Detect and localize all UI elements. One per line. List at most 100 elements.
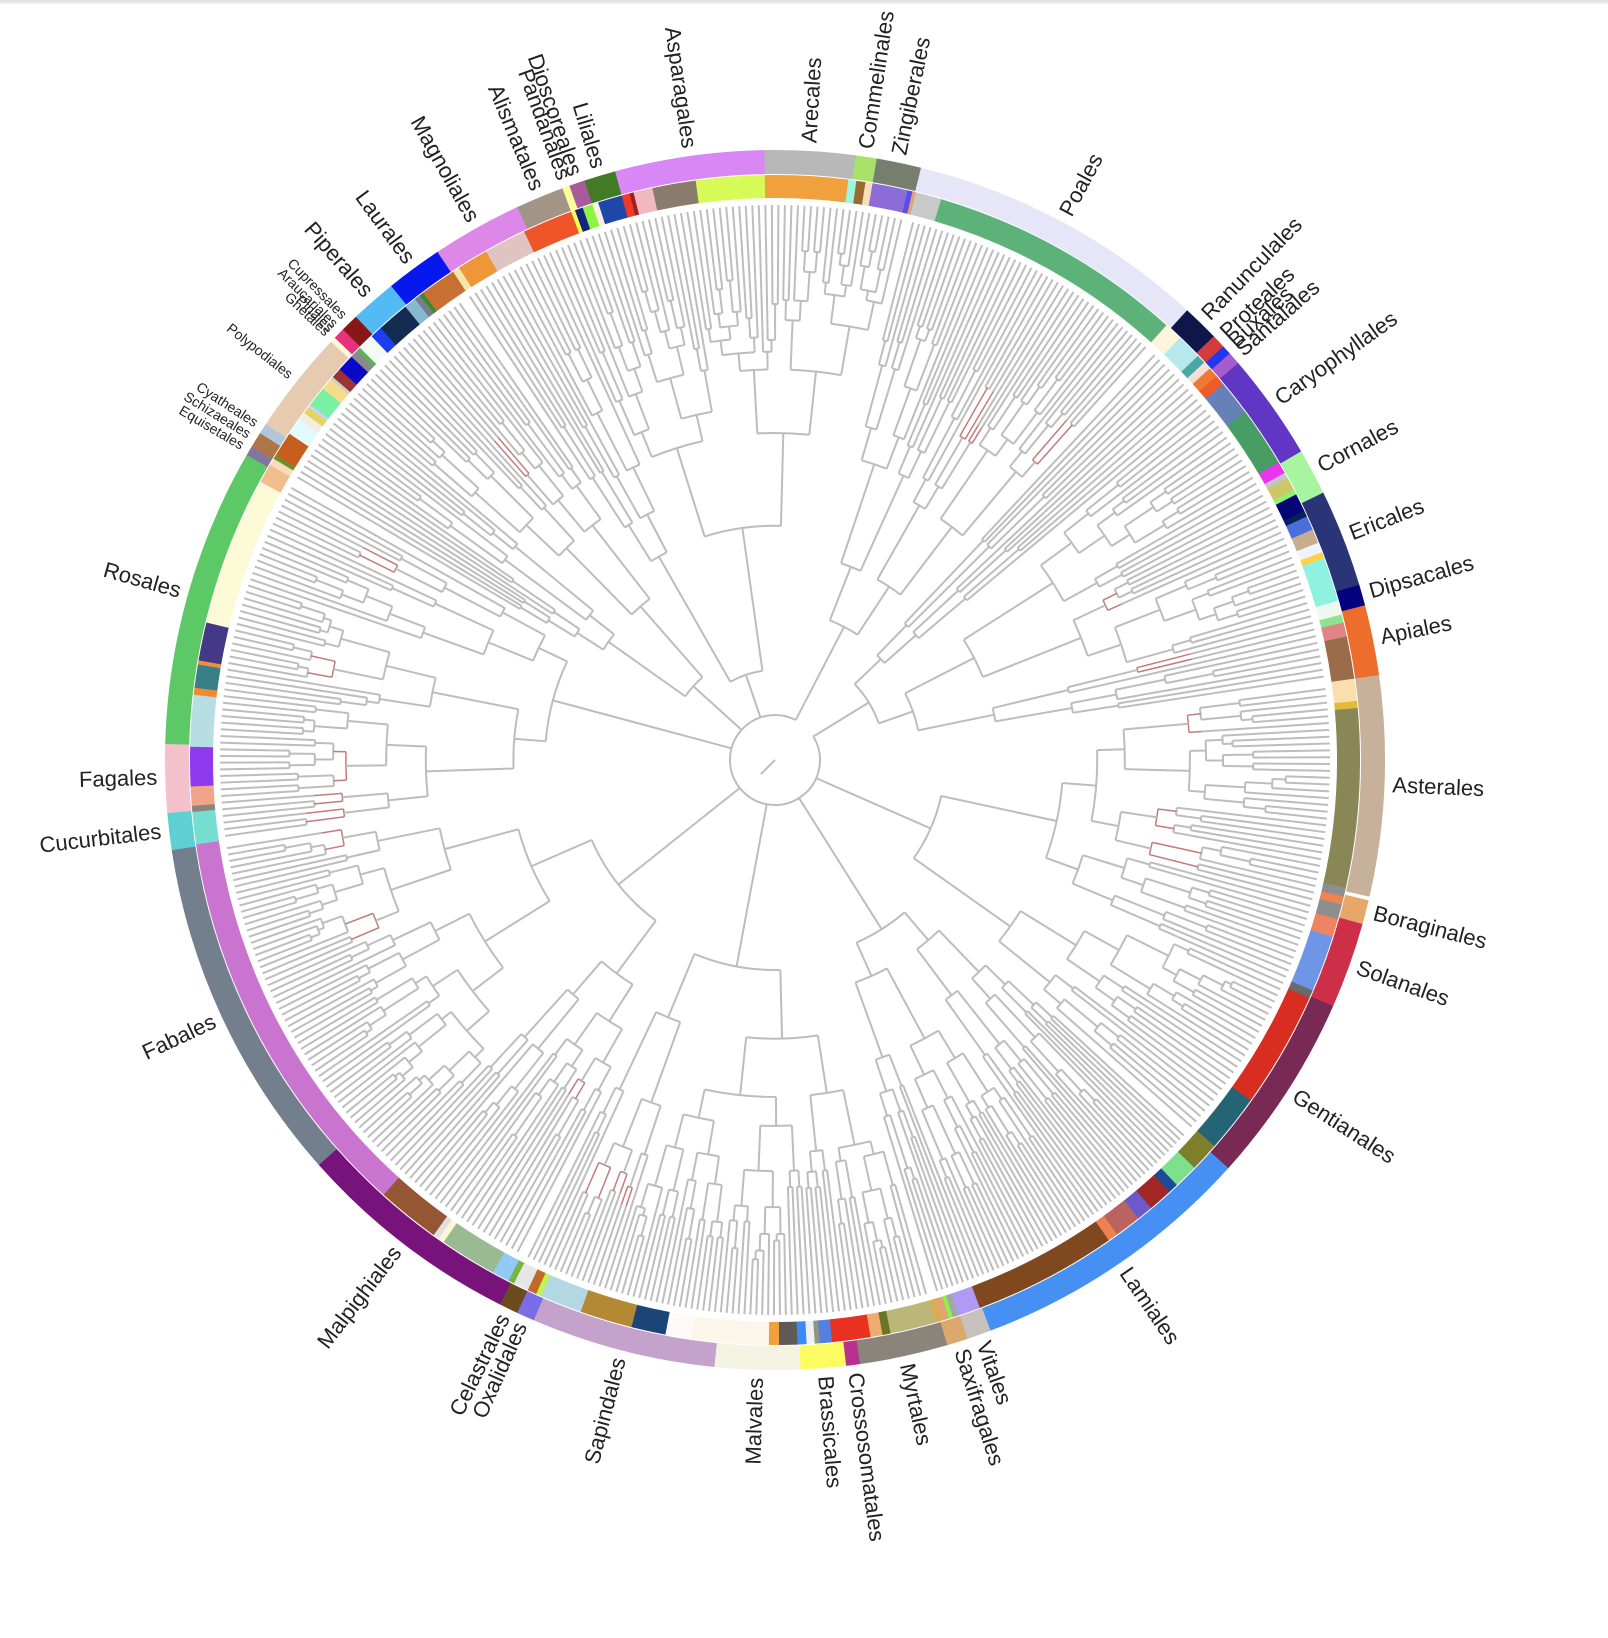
family-segment <box>357 347 377 367</box>
family-segment <box>866 1312 883 1338</box>
family-segment <box>691 1316 770 1345</box>
family-segment <box>1177 1130 1215 1169</box>
family-segment <box>190 746 214 787</box>
order-label-zingiberales: Zingiberales <box>886 35 935 157</box>
family-segment <box>909 191 942 222</box>
order-label-lamiales: Lamiales <box>1115 1262 1185 1349</box>
family-segment <box>945 1293 959 1318</box>
family-segment <box>191 803 216 813</box>
order-segment-dipsacales <box>1336 584 1366 612</box>
family-segment <box>1199 376 1224 400</box>
family-segment <box>1192 368 1217 392</box>
order-segment-brassicales <box>799 1341 847 1370</box>
order-segment-sapindales <box>533 1298 717 1367</box>
family-segment <box>1283 510 1308 527</box>
order-label-boraginales: Boraginales <box>1371 900 1490 953</box>
family-segment <box>310 388 342 419</box>
order-segment-pandanales <box>562 185 578 211</box>
order-segment-myrtales <box>856 1322 948 1365</box>
window-top-edge <box>0 0 1608 4</box>
order-segment-rosales <box>165 454 268 745</box>
family-segment <box>1151 325 1181 355</box>
family-segment <box>275 433 309 468</box>
family-segment <box>322 378 349 404</box>
family-segment <box>1181 355 1205 379</box>
order-segment-fagales <box>165 743 192 814</box>
order-label-laurales: Laurales <box>350 186 420 269</box>
family-segment <box>458 251 498 288</box>
order-segment-celastrales <box>499 1282 528 1313</box>
family-segment <box>190 785 215 806</box>
family-segment <box>1273 489 1297 506</box>
order-label-myrtales: Myrtales <box>895 1361 937 1448</box>
order-label-solanales: Solanales <box>1353 955 1452 1011</box>
family-segment <box>1231 988 1310 1101</box>
family-segment <box>273 454 296 471</box>
family-segment <box>631 1304 670 1335</box>
order-label-polypodiales: Polypodiales <box>224 320 296 382</box>
order-label-cornales: Cornales <box>1313 414 1402 478</box>
order-label-apiales: Apiales <box>1378 610 1454 649</box>
order-segment-araucariales <box>338 329 361 351</box>
order-segment-liliales <box>584 171 622 204</box>
order-label-gentianales: Gentianales <box>1288 1084 1400 1169</box>
family-segment <box>633 187 658 215</box>
family-segment <box>796 1321 807 1345</box>
family-segment <box>197 659 222 669</box>
family-segment <box>299 412 323 433</box>
family-segment <box>383 1177 448 1236</box>
family-segment <box>304 406 328 427</box>
order-segment-cupressales <box>342 316 373 347</box>
family-segment <box>438 1219 457 1243</box>
family-segment <box>260 464 291 493</box>
order-label-malpighiales: Malpighiales <box>312 1241 406 1353</box>
family-segment <box>190 694 217 748</box>
family-segment <box>1258 462 1285 485</box>
order-segment-polypodiales <box>265 341 349 438</box>
family-segment <box>492 1252 519 1281</box>
family-segment <box>768 1321 780 1345</box>
family-segment <box>1288 981 1313 999</box>
order-label-magnoliales: Magnoliales <box>406 112 485 227</box>
order-segment-boraginales <box>1339 894 1369 925</box>
order-segment-arecales <box>764 150 857 180</box>
order-segment-oxalidales <box>516 1290 544 1321</box>
family-segment <box>359 336 388 364</box>
family-segment <box>339 356 369 385</box>
family-segment <box>198 621 229 665</box>
family-segment <box>592 202 606 227</box>
family-segment <box>971 1221 1109 1309</box>
family-segment <box>1123 1190 1152 1219</box>
order-segment-ranunculales <box>1170 310 1215 354</box>
family-segment <box>1196 1087 1251 1147</box>
order-segment-santalales <box>1211 353 1239 380</box>
family-segment <box>621 193 636 218</box>
order-segment-solanales <box>1310 917 1363 1007</box>
family-segment <box>934 199 1167 343</box>
family-segment <box>371 327 397 354</box>
order-segment-buxales <box>1205 346 1231 370</box>
order-segment-apiales <box>1341 605 1380 679</box>
order-label-fagales: Fagales <box>79 765 158 792</box>
family-segment <box>330 376 351 395</box>
family-segment <box>778 1321 798 1345</box>
family-segment <box>524 211 580 253</box>
family-segment <box>419 292 438 314</box>
family-segment <box>861 182 874 206</box>
order-segment-piperales <box>355 285 407 335</box>
order-label-asparagales: Asparagales <box>660 25 702 150</box>
family-segment <box>1285 516 1313 540</box>
family-segment <box>206 481 281 628</box>
order-segment-gnetales <box>331 337 353 359</box>
family-segment <box>443 1222 505 1273</box>
family-segment <box>804 1320 815 1345</box>
family-segment <box>1153 1168 1177 1193</box>
family-segment <box>1302 558 1339 608</box>
family-segment <box>1315 898 1342 920</box>
family-segment <box>508 1260 525 1284</box>
order-segment-ericales <box>1301 492 1360 593</box>
order-label-rosales: Rosales <box>101 557 184 603</box>
family-segment <box>1300 552 1325 567</box>
family-segment <box>907 191 917 215</box>
family-segment <box>885 1300 937 1334</box>
